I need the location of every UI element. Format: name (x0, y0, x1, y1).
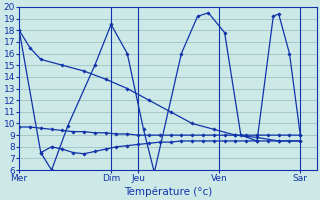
X-axis label: Température (°c): Température (°c) (124, 186, 212, 197)
